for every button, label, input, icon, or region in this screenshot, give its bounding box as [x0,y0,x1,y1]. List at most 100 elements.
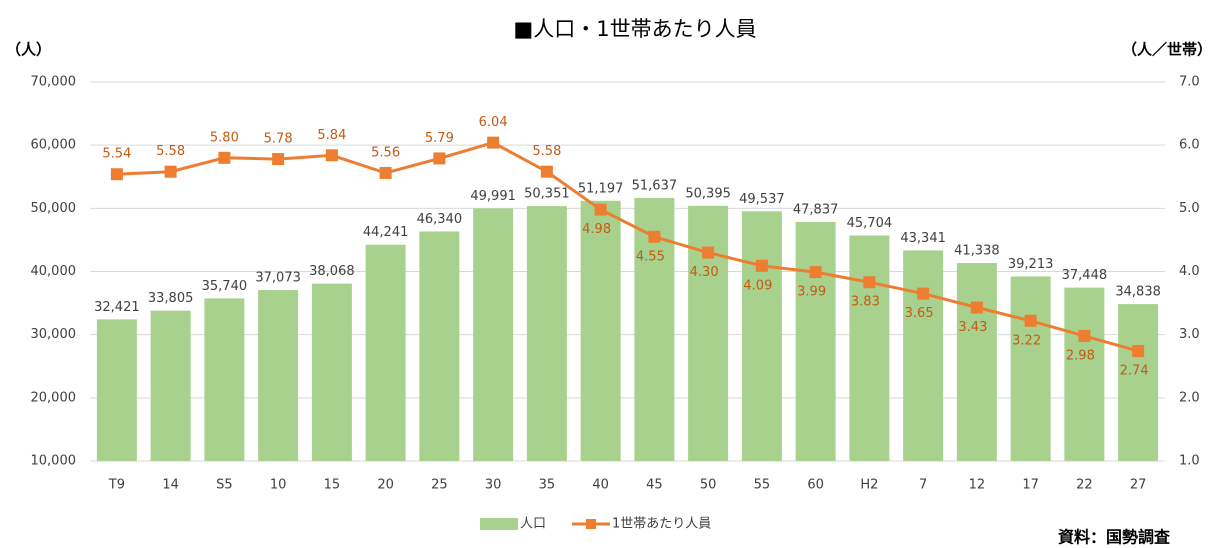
line-marker [1078,329,1091,342]
x-tick-label: 50 [700,478,717,493]
y2-axis-label: （人／世帯） [1122,41,1212,59]
source-note: 資料：国勢調査 [1058,528,1170,547]
line-value-label: 2.98 [1066,348,1095,363]
line-marker [809,266,822,279]
line-marker [325,149,338,162]
line-marker [433,152,446,165]
line-marker [863,276,876,289]
y-tick-label: 60,000 [31,138,77,153]
line-value-label: 5.79 [425,131,454,146]
y-tick-label: 40,000 [31,264,77,279]
bar-value-label: 34,838 [1115,285,1161,300]
x-tick-label: 30 [485,478,502,493]
line-value-label: 4.98 [582,222,611,237]
bar [956,263,997,461]
bar [258,289,299,461]
bar [96,319,137,461]
y2-tick-label: 6.0 [1179,138,1200,153]
chart-title: ■人口・1世帯あたり人員 [513,17,756,41]
line-marker [379,166,392,179]
line-value-label: 3.65 [905,306,934,321]
y2-tick-label: 1.0 [1179,454,1200,469]
bar-value-label: 46,340 [417,212,463,227]
line-value-label: 6.04 [479,115,508,130]
line-value-label: 5.56 [371,145,400,160]
bar-value-label: 49,991 [470,189,516,204]
line-value-label: 2.74 [1120,364,1149,379]
line-marker [164,165,177,178]
line-value-label: 3.99 [797,285,826,300]
line-value-label: 5.58 [532,144,561,159]
line-value-label: 5.80 [210,130,239,145]
x-tick-label: 60 [807,478,824,493]
legend-label: 人口 [520,517,546,532]
x-tick-label: T9 [108,478,125,493]
bar [204,298,245,461]
bar-value-label: 45,704 [847,216,893,231]
bar-value-label: 50,395 [685,186,731,201]
line-marker [702,246,715,259]
bar-value-label: 33,805 [148,291,194,306]
x-tick-label: 7 [919,478,927,493]
x-tick-label: 17 [1022,478,1039,493]
bar [688,205,729,461]
line-marker [540,165,553,178]
bar [795,221,836,461]
bar [580,200,621,461]
bar [849,235,890,461]
bar-value-label: 35,740 [202,279,248,294]
line-marker [1024,314,1037,327]
bar [1064,287,1105,461]
x-tick-label: 10 [270,478,287,493]
legend-swatch [586,519,597,529]
line-value-label: 3.83 [851,295,880,310]
bar-value-label: 44,241 [363,225,409,240]
y2-tick-label: 3.0 [1179,327,1200,342]
bar [903,250,944,461]
x-tick-label: 40 [592,478,609,493]
legend-label: 1世帯あたり人員 [612,517,711,532]
line-marker [487,136,500,149]
y2-tick-label: 4.0 [1179,264,1200,279]
legend-swatch [480,518,518,530]
bar [741,211,782,461]
line-value-label: 5.78 [264,132,293,147]
bar-value-label: 38,068 [309,264,355,279]
x-tick-label: 45 [646,478,663,493]
bar-value-label: 32,421 [94,300,140,315]
line-marker [218,151,231,164]
x-tick-label: 15 [324,478,341,493]
line-value-label: 3.43 [958,320,987,335]
line-value-label: 4.30 [690,265,719,280]
bar [473,208,514,461]
line-value-label: 5.84 [317,128,346,143]
x-tick-label: 27 [1130,478,1147,493]
line-value-label: 5.58 [156,144,185,159]
line-value-label: 4.55 [636,249,665,264]
x-tick-label: 22 [1076,478,1093,493]
bar-value-label: 49,537 [739,192,785,207]
line-marker [594,203,607,216]
x-tick-label: 25 [431,478,448,493]
x-tick-label: S5 [216,478,233,493]
bar [1118,304,1159,461]
y2-tick-label: 2.0 [1179,390,1200,405]
y-tick-label: 50,000 [31,201,77,216]
bar-value-label: 41,338 [954,244,1000,259]
bar [150,310,191,461]
line-value-label: 4.09 [743,278,772,293]
y-tick-label: 30,000 [31,327,77,342]
y-tick-label: 10,000 [31,454,77,469]
bar [311,283,352,461]
x-tick-label: 12 [969,478,986,493]
bar [526,206,567,461]
bar-value-label: 39,213 [1008,257,1054,272]
y2-tick-label: 7.0 [1179,75,1200,90]
bar-value-label: 43,341 [900,231,946,246]
x-tick-label: 14 [162,478,179,493]
line-marker [1132,345,1145,358]
bar-value-label: 51,637 [632,178,678,193]
x-tick-label: 35 [539,478,556,493]
bar [365,244,406,461]
x-tick-label: H2 [860,478,878,493]
